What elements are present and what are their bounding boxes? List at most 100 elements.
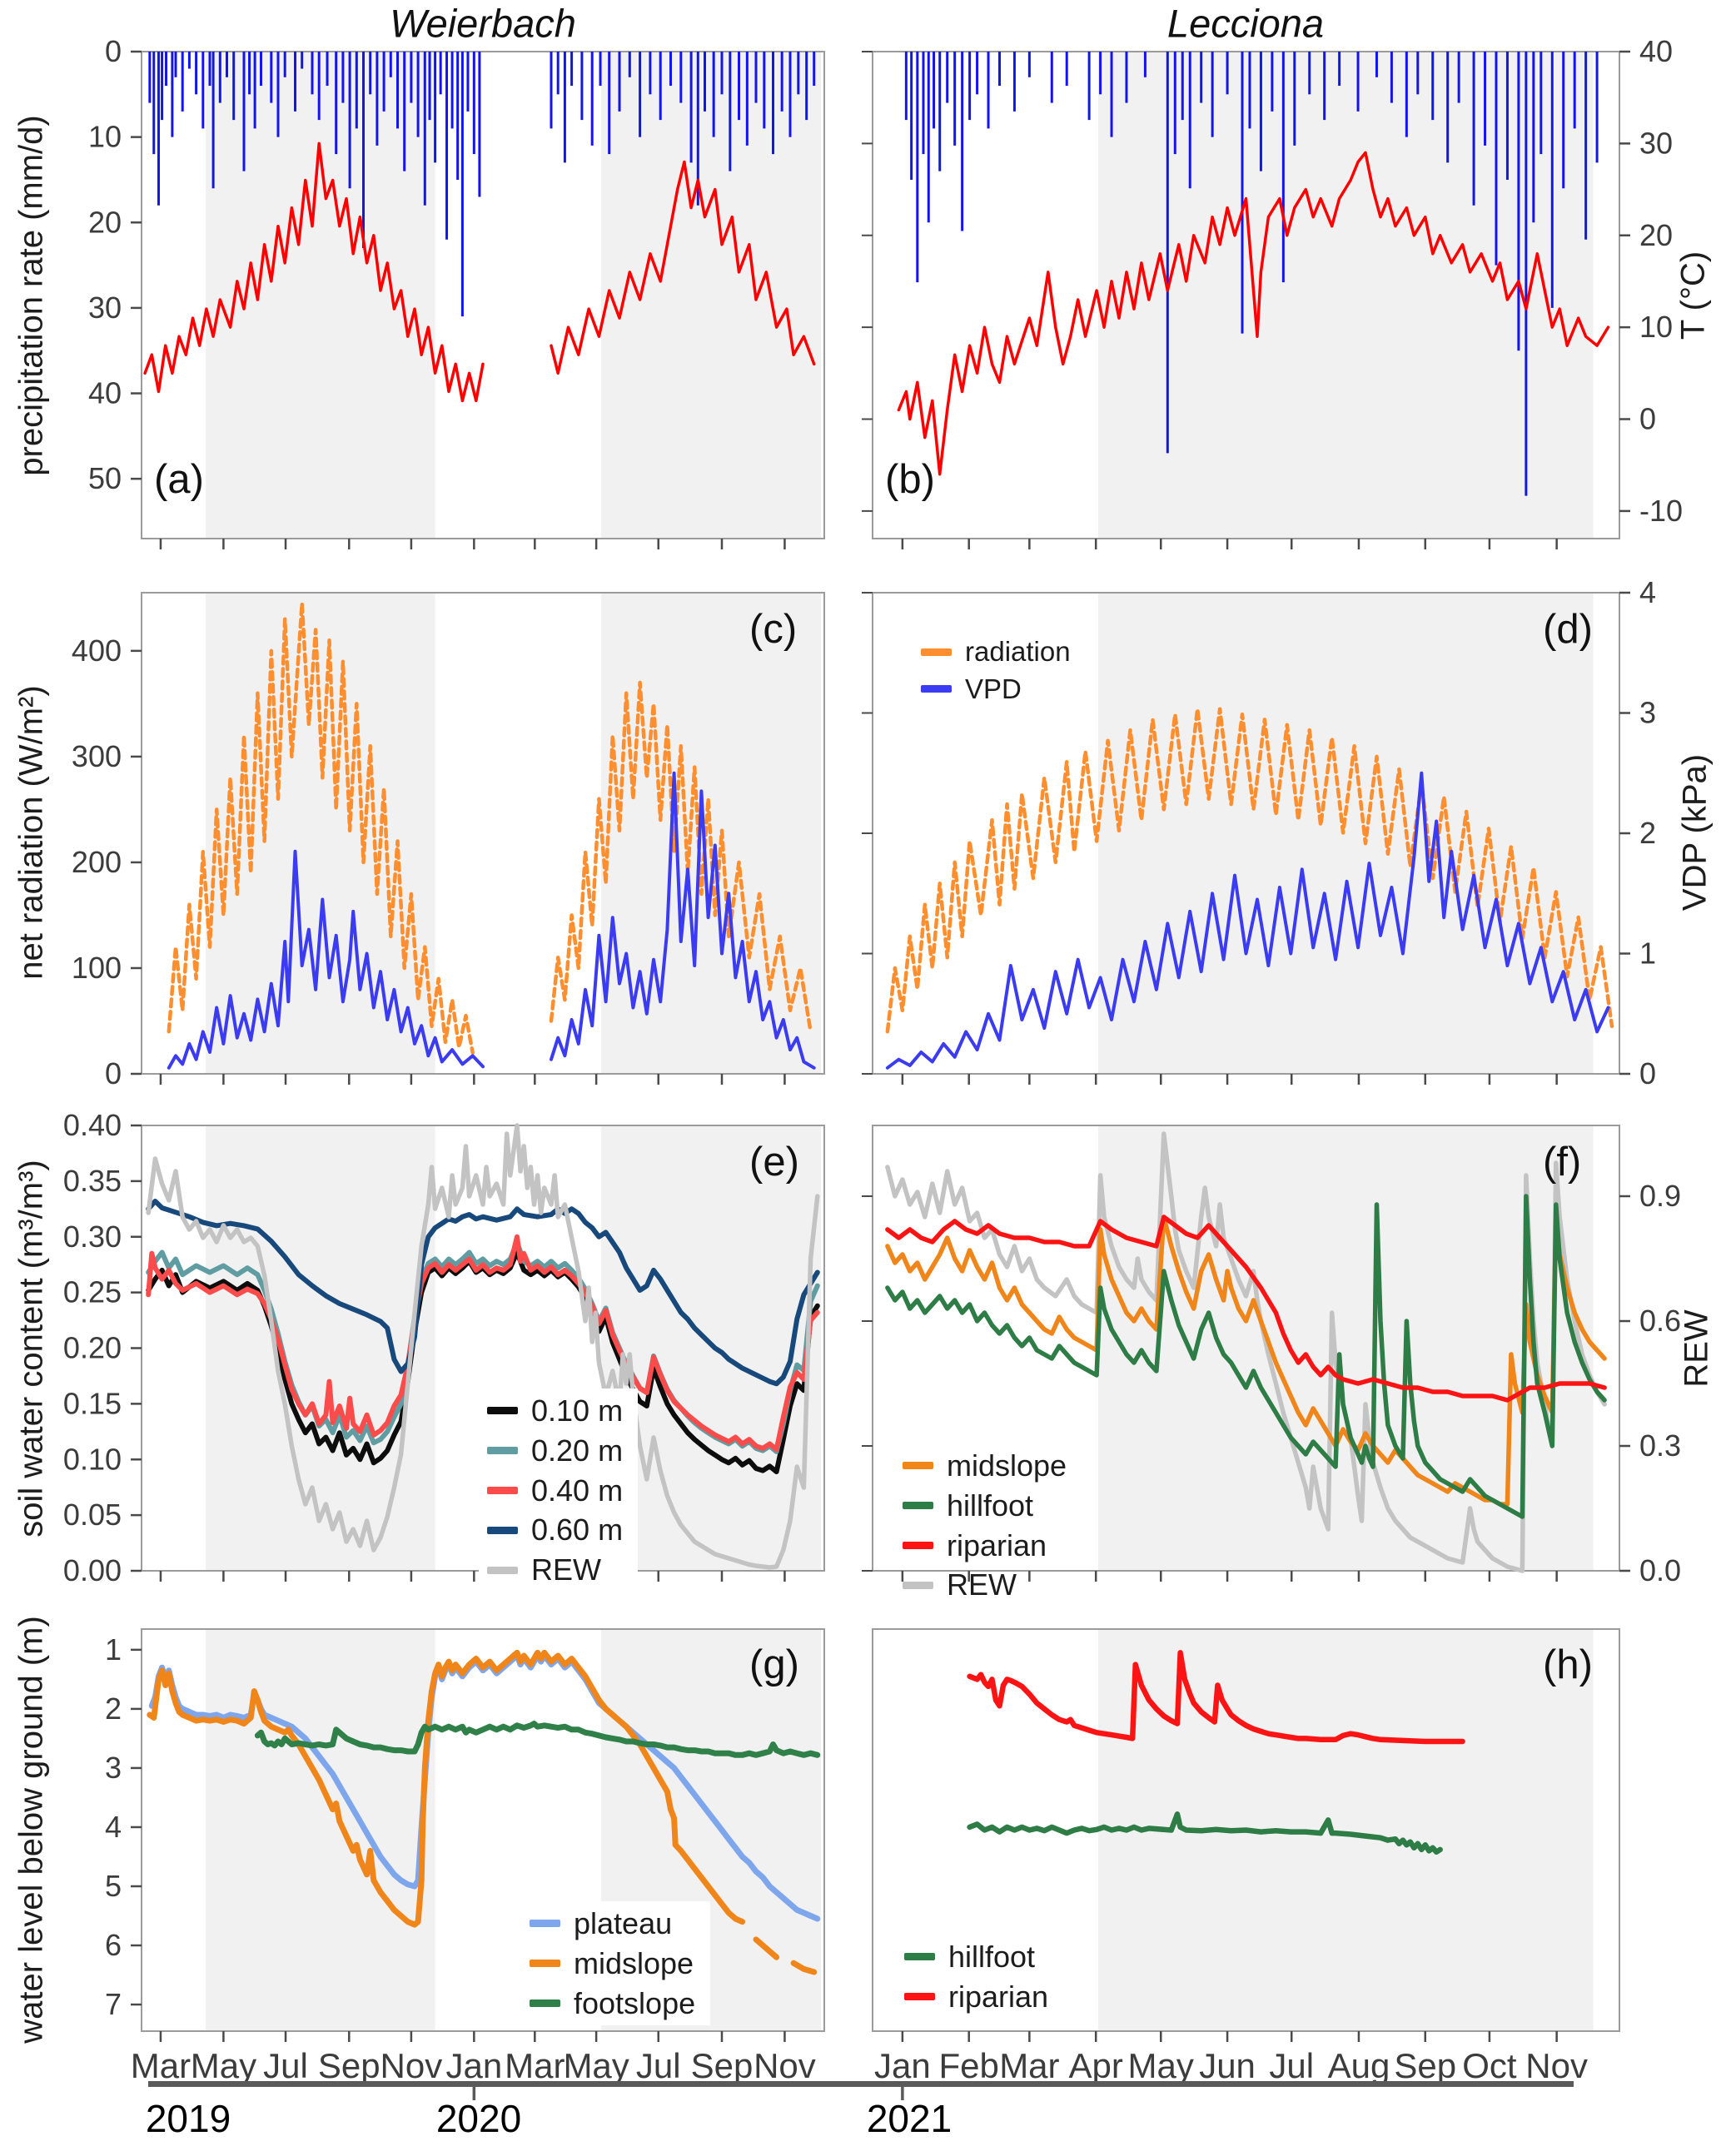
svg-text:Jan: Jan bbox=[874, 2046, 931, 2085]
series-swc-0.40m bbox=[146, 1234, 820, 1453]
svg-text:0.0: 0.0 bbox=[1639, 1553, 1681, 1587]
legend-label: plateau bbox=[574, 1906, 673, 1940]
svg-text:4: 4 bbox=[105, 1810, 122, 1844]
panel-letter-a: (a) bbox=[154, 457, 204, 502]
legend-swatch bbox=[487, 1486, 518, 1494]
legend-item: REW bbox=[903, 1569, 1067, 1601]
panel-b: 40 30 20 10 0 -10 bbox=[862, 34, 1683, 549]
svg-text:30: 30 bbox=[88, 291, 122, 325]
series-temperature bbox=[143, 142, 816, 403]
series-vpd bbox=[885, 771, 1610, 1070]
series-precip-bars bbox=[148, 52, 816, 317]
svg-text:0: 0 bbox=[105, 1056, 122, 1090]
legend-label: 0.20 m bbox=[531, 1433, 624, 1468]
y-axis-title-temperature: T (°C) bbox=[1674, 251, 1712, 340]
svg-text:2: 2 bbox=[1639, 816, 1656, 850]
series-precip-bars bbox=[904, 52, 1599, 496]
svg-text:Mar: Mar bbox=[505, 2046, 565, 2085]
svg-text:0.25: 0.25 bbox=[63, 1275, 122, 1309]
svg-text:Mar: Mar bbox=[999, 2046, 1059, 2085]
panel-letter-d: (d) bbox=[1543, 607, 1593, 652]
y-axis-title-precipitation: precipitation rate (mm/d) bbox=[12, 115, 50, 476]
svg-text:0.05: 0.05 bbox=[63, 1498, 122, 1532]
panel-letter-b: (b) bbox=[885, 457, 935, 502]
svg-text:0.10: 0.10 bbox=[63, 1442, 122, 1476]
svg-text:10: 10 bbox=[1639, 310, 1673, 344]
legend-swatch bbox=[487, 1447, 518, 1455]
svg-text:5: 5 bbox=[105, 1869, 122, 1903]
legend-label: VPD bbox=[965, 673, 1022, 704]
y-axis-title-water-level: water level below ground (m) bbox=[12, 1616, 50, 2044]
svg-text:400: 400 bbox=[72, 633, 122, 668]
svg-text:Jul: Jul bbox=[263, 2046, 308, 2085]
series-hillfoot bbox=[885, 1194, 1607, 1519]
svg-text:0: 0 bbox=[1639, 402, 1656, 436]
y-axis-title-swc: soil water content (m³/m³) bbox=[12, 1160, 50, 1538]
series-swc-0.10m bbox=[146, 1249, 820, 1474]
legend-label: REW bbox=[531, 1552, 601, 1587]
svg-text:Oct: Oct bbox=[1462, 2046, 1517, 2085]
legend-swatch bbox=[904, 1993, 935, 2001]
series-hillfoot bbox=[967, 1811, 1443, 1855]
legend-swatch bbox=[487, 1407, 518, 1415]
legend-swatch bbox=[487, 1566, 518, 1574]
legend-item: midslope bbox=[903, 1450, 1067, 1482]
svg-text:7: 7 bbox=[105, 1987, 122, 2021]
svg-text:Mar: Mar bbox=[131, 2046, 191, 2085]
svg-text:0.15: 0.15 bbox=[63, 1386, 122, 1420]
series-rew bbox=[146, 1123, 820, 1570]
legend-label: REW bbox=[947, 1567, 1017, 1602]
year-label-2019: 2019 bbox=[145, 2097, 231, 2140]
svg-text:3: 3 bbox=[105, 1751, 122, 1785]
panel-d: 4 3 2 1 0 bbox=[862, 575, 1656, 1090]
legend-swatch bbox=[903, 1502, 933, 1510]
svg-text:Apr: Apr bbox=[1069, 2046, 1123, 2085]
legend-label: 0.40 m bbox=[531, 1473, 624, 1508]
legend-swatch bbox=[904, 1953, 935, 1961]
panel-letter-g: (g) bbox=[749, 1642, 799, 1687]
legend-water-level-weierbach: plateau midslope footslope bbox=[521, 1901, 711, 2026]
svg-text:Nov: Nov bbox=[381, 2046, 443, 2085]
legend-label: footslope bbox=[574, 1985, 696, 2020]
legend-swatch bbox=[921, 685, 952, 693]
panel-letter-f: (f) bbox=[1543, 1140, 1582, 1185]
svg-text:Nov: Nov bbox=[754, 2046, 816, 2085]
timeline-bar bbox=[148, 2081, 1574, 2100]
svg-text:30: 30 bbox=[1639, 126, 1673, 160]
legend-item: midslope bbox=[530, 1945, 695, 1980]
panel-c: 0 100 200 300 400 bbox=[72, 592, 825, 1090]
legend-item: REW bbox=[487, 1554, 623, 1586]
svg-text:0: 0 bbox=[1639, 1056, 1656, 1090]
panel-e: 0.00 0.05 0.10 0.15 0.20 0.25 0.30 0.35 0.40 bbox=[63, 1108, 825, 1587]
legend-item: 0.40 m bbox=[487, 1473, 624, 1508]
series-temperature bbox=[897, 151, 1610, 476]
legend-label: hillfoot bbox=[947, 1488, 1034, 1523]
legend-label: 0.60 m bbox=[531, 1513, 624, 1547]
legend-item: radiation bbox=[921, 637, 1071, 667]
legend-radiation-vpd: radiation VPD bbox=[913, 631, 1086, 710]
legend-label: midslope bbox=[574, 1945, 694, 1980]
panel-h: Jan Feb Mar Apr May Jun Jul Aug Sep Oct Nov bbox=[872, 1628, 1620, 2085]
legend-label: 0.10 m bbox=[531, 1393, 624, 1428]
svg-text:0.3: 0.3 bbox=[1639, 1428, 1681, 1463]
svg-text:4: 4 bbox=[1639, 575, 1656, 609]
series-radiation bbox=[167, 601, 813, 1055]
column-title-weierbach: Weierbach bbox=[390, 1, 576, 46]
panel-letter-e: (e) bbox=[749, 1140, 799, 1185]
svg-text:0: 0 bbox=[105, 34, 122, 68]
legend-label: midslope bbox=[947, 1448, 1067, 1483]
year-label-2021: 2021 bbox=[866, 2097, 953, 2140]
svg-text:200: 200 bbox=[72, 845, 122, 879]
legend-item: 0.20 m bbox=[487, 1433, 624, 1468]
svg-text:Jul: Jul bbox=[636, 2046, 681, 2085]
svg-text:0.30: 0.30 bbox=[63, 1220, 122, 1254]
y-axis-title-vpd: VDP (kPa) bbox=[1676, 753, 1714, 912]
legend-label: riparian bbox=[947, 1528, 1047, 1562]
svg-text:May: May bbox=[1128, 2046, 1194, 2085]
series-rew bbox=[885, 1131, 1607, 1573]
svg-text:Feb: Feb bbox=[939, 2046, 999, 2085]
series-midslope bbox=[147, 1649, 818, 1975]
legend-swatch bbox=[530, 1960, 560, 1968]
